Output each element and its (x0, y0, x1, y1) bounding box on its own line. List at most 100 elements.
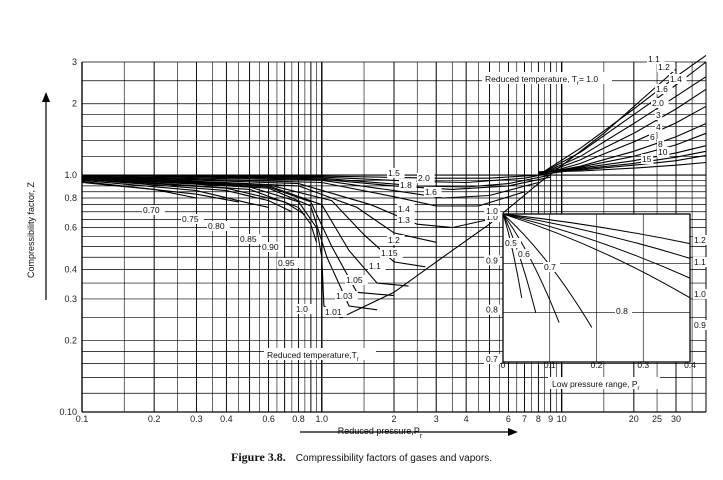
curve-label: 1.5 (388, 168, 400, 178)
inset-x-tick-label: 0.1 (544, 360, 556, 370)
y-tick-label: 2 (72, 99, 77, 109)
curve-label: 1.1 (648, 54, 660, 64)
curve-label: 1.0 (296, 304, 308, 314)
curve-label: 6 (650, 132, 655, 142)
inset-curve-label: 1.0 (694, 289, 706, 299)
inset-chart: 0.50.6 0.7 0.8 0.9 1.0 1.1 1.2 0 0.1 0.2 0.3 0.4 0.7… (484, 206, 710, 392)
figure-caption: Figure 3.8. Compressibility factors of ga… (0, 450, 723, 465)
curve-Tr-1.0 (81, 68, 677, 319)
curve-label: 1.0 (486, 212, 498, 222)
inset-curve-label: 0.5 (505, 238, 517, 248)
inset-curve-label: 0.6 (518, 249, 530, 259)
y-tick-label: 0.4 (64, 264, 77, 274)
inset-curve-label: 0.7 (544, 262, 556, 272)
curve-Tr-0.90 (81, 178, 306, 216)
curve-label: 1.4 (670, 74, 682, 84)
curve-Tr-2.0 (81, 168, 581, 179)
curve-Tr-2.0 (538, 105, 707, 176)
figure-label: Figure 3.8. (231, 450, 286, 464)
curve-label: 4 (656, 122, 661, 132)
inset-curve-label: 1.1 (694, 257, 706, 267)
figure-text: Compressibility factors of gases and vap… (295, 453, 492, 464)
curve-label: 1.8 (400, 180, 412, 190)
curve-label: 10 (658, 147, 668, 157)
curve-Tr-1.1 (538, 54, 707, 176)
curve-Tr-1.8 (81, 170, 562, 184)
inset-y-tick-label: 0.7 (486, 354, 498, 364)
curve-label: 0.75 (182, 214, 199, 224)
x-tick-label: 2 (391, 414, 396, 424)
curve-label: 8 (658, 139, 663, 149)
inset-y-tick-label: 0.9 (486, 255, 498, 265)
inset-curve-1.0 (502, 213, 691, 279)
main-curve-labels: 0.700.750.800.850.900.951.0 1.011.031.051… (142, 54, 687, 317)
curve-Tr-1.5 (81, 174, 551, 190)
x-tick-label: 6 (506, 414, 511, 424)
x-tick-label: 30 (671, 414, 681, 424)
y-tick-label: 0.3 (64, 294, 77, 304)
curve-Tr-1.4 (538, 76, 707, 176)
y-axis-arrow (42, 92, 50, 300)
x-tick-label: 0.2 (148, 414, 161, 424)
curve-label: 2.0 (652, 98, 664, 108)
region-label-low: Reduced temperature,Tr (264, 348, 376, 363)
curve-label: 1.15 (381, 248, 398, 258)
curve-Tr-10 (538, 154, 707, 173)
y-tick-label: 0.6 (64, 223, 77, 233)
curve-label: 1.6 (425, 187, 437, 197)
inset-curve-label: 1.2 (694, 235, 706, 245)
curve-label: 1.03 (336, 291, 353, 301)
x-tick-label: 7 (522, 414, 527, 424)
inset-curve-label: 0.8 (616, 306, 628, 316)
main-curves (81, 54, 707, 319)
y-tick-label: 0.8 (64, 193, 77, 203)
curve-label: 0.70 (143, 205, 160, 215)
x-tick-label: 0.1 (76, 414, 89, 424)
inset-curve-0.7 (502, 213, 560, 323)
curve-Tr-6 (538, 145, 707, 173)
compressibility-chart: 0.1 0.2 0.3 0.4 0.6 0.8 1.0 2 3 4 6 7 8 9 10 20 25 300.10… (26, 54, 710, 440)
x-tick-label: 10 (557, 414, 567, 424)
curve-Tr-1.05 (81, 176, 409, 287)
inset-curve-label: 0.9 (694, 320, 706, 330)
inset-x-tick-label: 0.3 (637, 360, 649, 370)
curve-Tr-0.95 (81, 177, 318, 243)
curve-Tr-0.80 (81, 179, 269, 208)
curve-label: 1.2 (388, 235, 400, 245)
curve-Tr-0.85 (81, 178, 293, 213)
curve-label: 1.05 (346, 275, 363, 285)
curve-Tr-0.75 (81, 180, 239, 203)
x-axis-title-text: Reduced pressure,Pr (338, 426, 423, 440)
curve-Tr-1.3 (81, 175, 525, 207)
y-tick-label: 1.0 (64, 170, 77, 180)
inset-curve-1.1 (502, 213, 691, 259)
y-tick-label: 0.2 (64, 336, 77, 346)
inset-curve-1.2 (502, 213, 691, 245)
curve-Tr-1.4 (81, 175, 539, 199)
curve-Tr-1.03 (81, 176, 395, 297)
x-tick-label: 0.4 (220, 414, 233, 424)
curve-label: 15 (642, 154, 652, 164)
curve-Tr-1.6 (81, 174, 551, 188)
curve-Tr-1.01 (81, 176, 378, 311)
inset-curve-0.9 (502, 213, 691, 299)
x-axis-title: Reduced pressure,Pr (300, 426, 518, 440)
inset-x-tick-label: 0.2 (591, 360, 603, 370)
inset-curve-0.5 (502, 213, 523, 298)
x-tick-label: 8 (536, 414, 541, 424)
inset-x-tick-label: 0.4 (684, 360, 696, 370)
curve-label: 1.6 (656, 84, 668, 94)
inset-y-tick-label: 0.8 (486, 305, 498, 315)
main-axes: 0.1 0.2 0.3 0.4 0.6 0.8 1.0 2 3 4 6 7 8 9 10 20 25 300.10… (59, 57, 681, 424)
curve-label: 2.0 (418, 173, 430, 183)
curve-label: 0.80 (208, 221, 225, 231)
curve-label: 1.1 (369, 261, 381, 271)
curve-Tr-1.2 (81, 175, 490, 229)
curve-label: 1.01 (325, 307, 342, 317)
curve-label: 1.4 (398, 204, 410, 214)
x-tick-label: 0.8 (292, 414, 305, 424)
region-label-high-text: Reduced temperature, Tr= 1.0 (485, 74, 598, 87)
curve-label: 1.2 (658, 62, 670, 72)
x-tick-label: 0.6 (262, 414, 275, 424)
curve-label: 1.3 (398, 215, 410, 225)
